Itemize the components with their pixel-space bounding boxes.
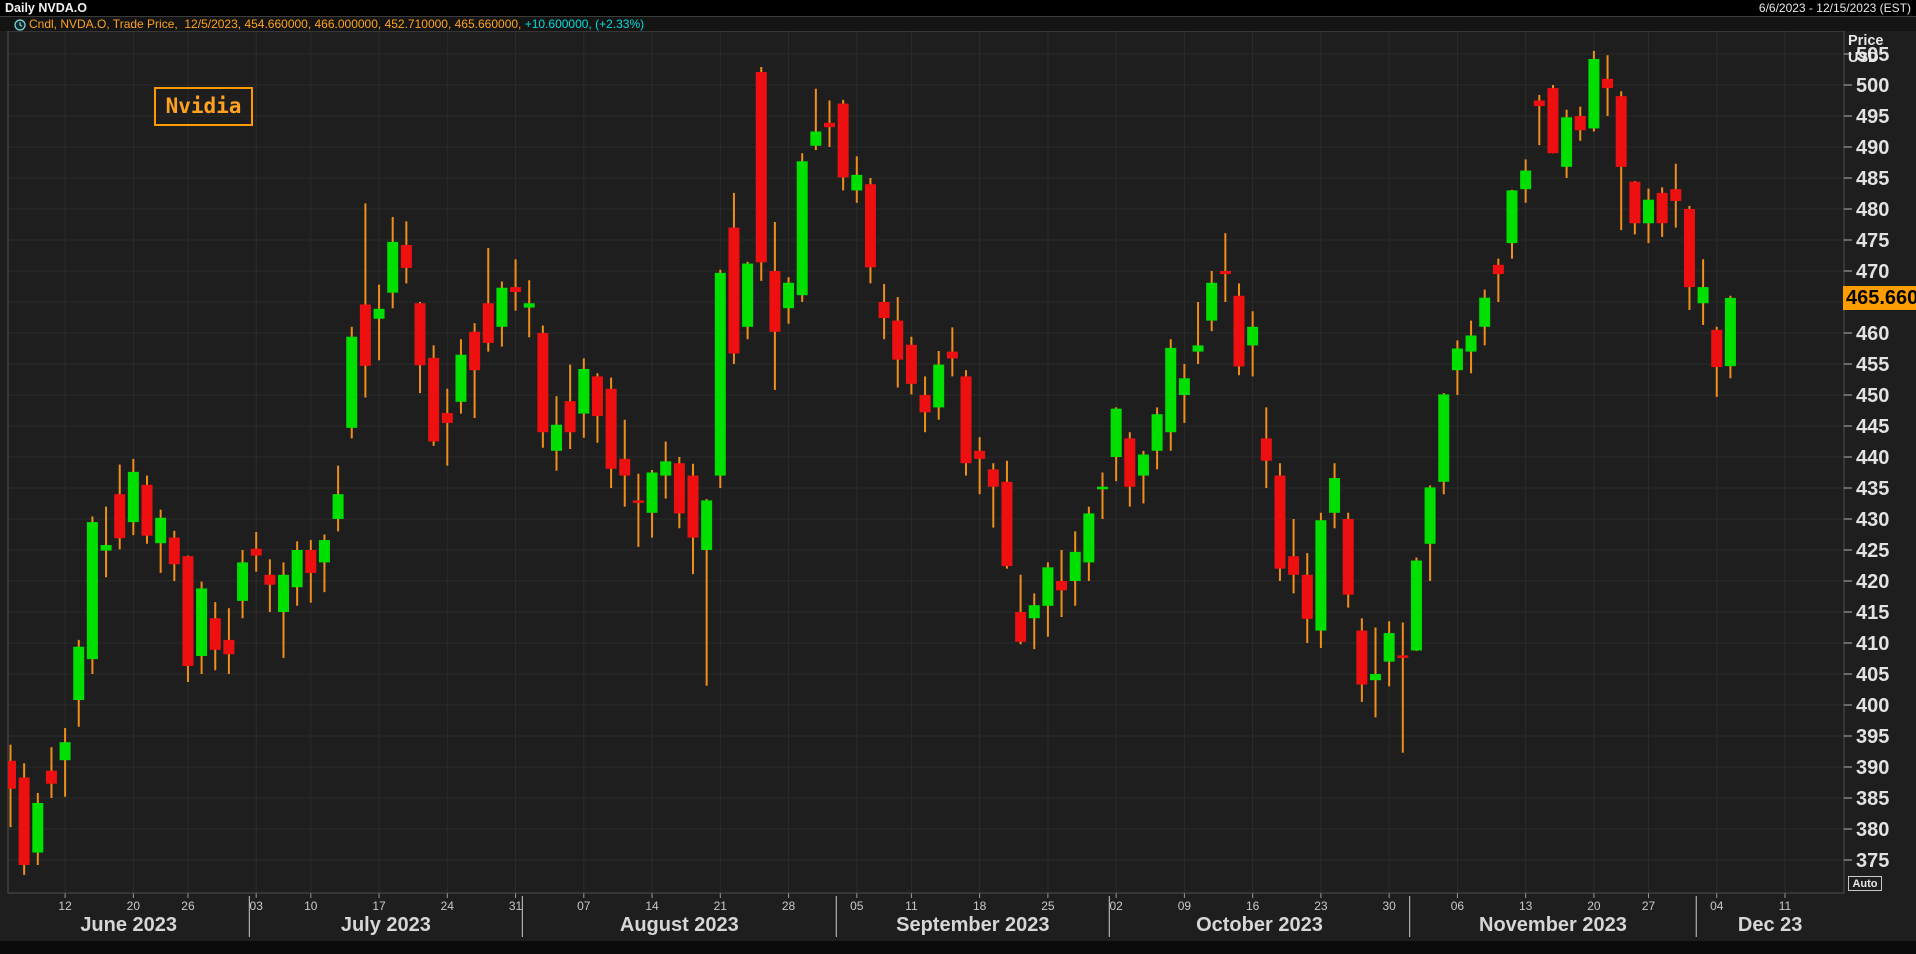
title-bar: Daily NVDA.O 6/6/2023 - 12/15/2023 (EST) xyxy=(0,0,1916,17)
svg-text:12: 12 xyxy=(58,899,72,913)
svg-text:480: 480 xyxy=(1856,199,1889,221)
svg-text:495: 495 xyxy=(1856,106,1889,128)
svg-text:425: 425 xyxy=(1856,540,1889,562)
svg-text:23: 23 xyxy=(1314,899,1328,913)
bottom-strip xyxy=(0,941,1916,954)
svg-text:415: 415 xyxy=(1856,602,1889,624)
svg-text:485: 485 xyxy=(1856,168,1889,190)
svg-text:475: 475 xyxy=(1856,230,1889,252)
date-range-label: 6/6/2023 - 12/15/2023 (EST) xyxy=(1758,1,1911,15)
svg-text:27: 27 xyxy=(1642,899,1656,913)
clock-icon xyxy=(14,18,26,36)
svg-text:18: 18 xyxy=(973,899,987,913)
svg-text:10: 10 xyxy=(304,899,318,913)
auto-scale-button[interactable]: Auto xyxy=(1848,876,1882,891)
svg-text:445: 445 xyxy=(1856,416,1889,438)
svg-text:11: 11 xyxy=(1779,899,1792,913)
svg-text:07: 07 xyxy=(577,899,591,913)
price-axis-title: Price USD xyxy=(1848,33,1883,67)
svg-text:410: 410 xyxy=(1856,633,1889,655)
svg-text:30: 30 xyxy=(1382,899,1396,913)
price-axis[interactable]: 505 500 495 490 485 480 475 470 460 455 450 445 440 4… xyxy=(1844,44,1889,872)
svg-text:June 2023: June 2023 xyxy=(80,914,177,936)
svg-text:06: 06 xyxy=(1451,899,1465,913)
legend-change-text: +10.600000, (+2.33%) xyxy=(524,17,645,31)
svg-text:28: 28 xyxy=(782,899,796,913)
svg-text:400: 400 xyxy=(1856,695,1889,717)
svg-text:450: 450 xyxy=(1856,385,1889,407)
svg-text:13: 13 xyxy=(1519,899,1533,913)
date-axis[interactable]: 12 20 26 03 10 17 24 31 07 14 21 28 05 11 18 25 02 09 16 23… xyxy=(58,893,1802,937)
svg-text:490: 490 xyxy=(1856,137,1889,159)
svg-text:470: 470 xyxy=(1856,261,1889,283)
svg-text:500: 500 xyxy=(1856,75,1889,97)
svg-text:03: 03 xyxy=(250,899,264,913)
svg-text:385: 385 xyxy=(1856,788,1889,810)
svg-text:14: 14 xyxy=(645,899,659,913)
svg-text:July 2023: July 2023 xyxy=(341,914,431,936)
svg-text:31: 31 xyxy=(509,899,523,913)
svg-text:390: 390 xyxy=(1856,757,1889,779)
nvidia-annotation-label[interactable]: Nvidia xyxy=(154,87,253,126)
last-price-badge: 465.660 xyxy=(1843,285,1916,310)
svg-text:405: 405 xyxy=(1856,664,1889,686)
svg-text:380: 380 xyxy=(1856,819,1889,841)
svg-text:435: 435 xyxy=(1856,478,1889,500)
svg-text:October 2023: October 2023 xyxy=(1196,914,1323,936)
svg-text:November 2023: November 2023 xyxy=(1479,914,1627,936)
svg-text:26: 26 xyxy=(181,899,195,913)
svg-text:09: 09 xyxy=(1178,899,1192,913)
svg-text:17: 17 xyxy=(372,899,386,913)
svg-text:460: 460 xyxy=(1856,323,1889,345)
svg-text:20: 20 xyxy=(127,899,141,913)
svg-text:04: 04 xyxy=(1710,899,1724,913)
svg-text:11: 11 xyxy=(905,899,918,913)
svg-text:420: 420 xyxy=(1856,571,1889,593)
svg-text:02: 02 xyxy=(1109,899,1123,913)
svg-text:24: 24 xyxy=(441,899,455,913)
svg-text:21: 21 xyxy=(714,899,728,913)
svg-text:05: 05 xyxy=(850,899,864,913)
svg-text:16: 16 xyxy=(1246,899,1260,913)
svg-text:440: 440 xyxy=(1856,447,1889,469)
price-axis-title-line1: Price xyxy=(1848,33,1884,49)
legend-ohlc-text: Cndl, NVDA.O, Trade Price, 12/5/2023, 45… xyxy=(29,17,645,31)
svg-text:395: 395 xyxy=(1856,726,1889,748)
svg-text:20: 20 xyxy=(1587,899,1601,913)
svg-text:505: 505 xyxy=(1856,44,1889,66)
price-axis-title-line2: USD xyxy=(1848,50,1879,66)
svg-text:430: 430 xyxy=(1856,509,1889,531)
svg-text:25: 25 xyxy=(1041,899,1055,913)
svg-text:Dec 23: Dec 23 xyxy=(1738,914,1803,936)
svg-text:375: 375 xyxy=(1856,850,1889,872)
chart-title: Daily NVDA.O xyxy=(5,1,87,15)
legend-bar[interactable]: Cndl, NVDA.O, Trade Price, 12/5/2023, 45… xyxy=(0,17,1916,31)
svg-text:August 2023: August 2023 xyxy=(620,914,739,936)
candlestick-series[interactable] xyxy=(5,50,1736,875)
svg-text:September 2023: September 2023 xyxy=(896,914,1049,936)
svg-text:455: 455 xyxy=(1856,354,1889,376)
